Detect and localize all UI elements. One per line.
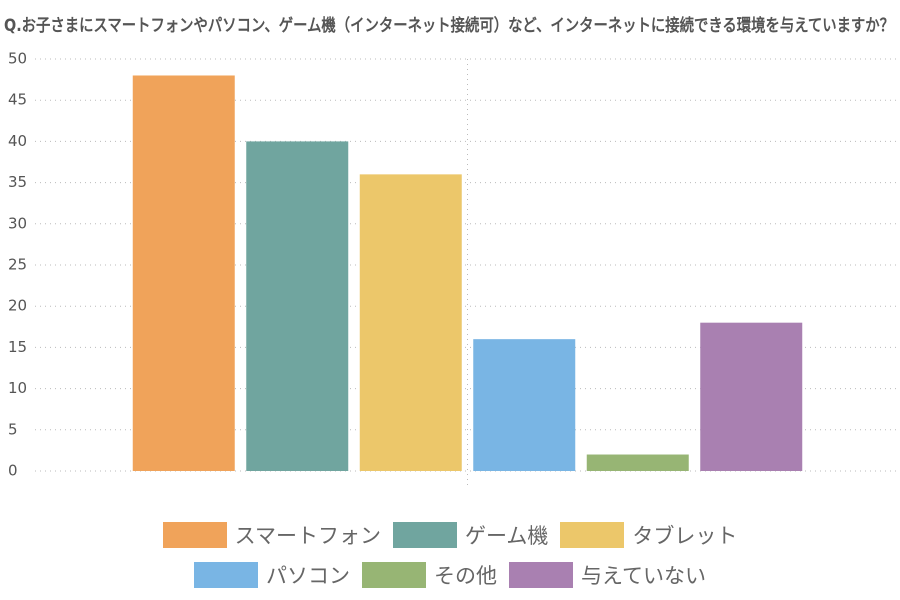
- y-tick-label: 10: [8, 379, 27, 397]
- chart-title: Q.お子さまにスマートフォンやパソコン、ゲーム機（インターネット接続可）など、イ…: [4, 15, 894, 36]
- legend-label: タブレット: [632, 524, 738, 548]
- y-tick-label: 0: [8, 462, 18, 480]
- y-tick-label: 50: [8, 50, 27, 68]
- legend-swatch: [162, 522, 227, 548]
- legend-item[interactable]: パソコン: [194, 560, 350, 590]
- legend-item[interactable]: スマートフォン: [162, 520, 381, 550]
- y-tick-label: 35: [8, 173, 27, 191]
- y-tick-label: 45: [8, 91, 27, 109]
- y-tick-label: 15: [8, 338, 27, 356]
- legend-swatch: [194, 562, 259, 588]
- legend-swatch: [509, 562, 574, 588]
- legend-item[interactable]: その他: [362, 560, 497, 590]
- legend-label: スマートフォン: [234, 524, 381, 548]
- bar: [586, 454, 689, 471]
- legend-label: パソコン: [266, 564, 351, 588]
- y-tick-label: 40: [8, 132, 27, 150]
- chart: Q.お子さまにスマートフォンやパソコン、ゲーム機（インターネット接続可）など、イ…: [4, 15, 900, 486]
- legend: スマートフォン ゲーム機 タブレットパソコン その他 与えていない: [0, 520, 900, 590]
- legend-item[interactable]: ゲーム機: [393, 520, 548, 550]
- bar: [132, 75, 235, 471]
- y-tick-label: 25: [8, 256, 27, 274]
- bar: [246, 141, 349, 471]
- legend-swatch: [393, 522, 457, 548]
- legend-swatch: [362, 562, 427, 588]
- y-tick-label: 20: [8, 297, 27, 315]
- y-tick-label: 5: [8, 420, 18, 438]
- legend-swatch: [560, 522, 625, 548]
- bar: [473, 339, 576, 471]
- legend-label: 与えていない: [581, 564, 706, 588]
- legend-item[interactable]: 与えていない: [509, 560, 706, 590]
- bar: [359, 174, 462, 472]
- y-tick-label: 30: [8, 214, 27, 232]
- legend-item[interactable]: タブレット: [560, 520, 737, 550]
- bar: [700, 322, 803, 471]
- legend-label: その他: [434, 564, 498, 588]
- legend-label: ゲーム機: [465, 524, 549, 548]
